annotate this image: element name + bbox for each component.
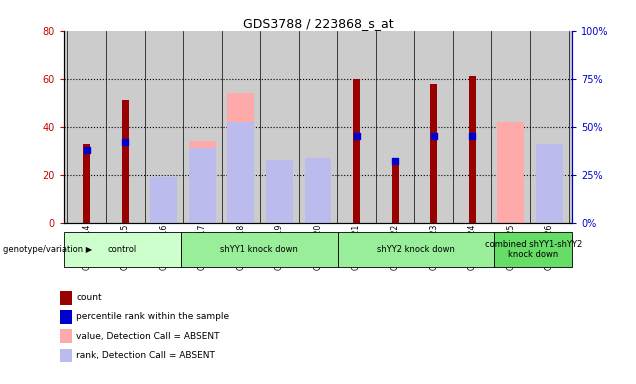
Bar	[189, 141, 216, 223]
Text: percentile rank within the sample: percentile rank within the sample	[76, 312, 230, 321]
Point	[390, 158, 400, 164]
Bar	[228, 93, 254, 223]
Text: count: count	[76, 293, 102, 302]
Bar	[228, 122, 254, 223]
Text: rank, Detection Call = ABSENT: rank, Detection Call = ABSENT	[76, 351, 215, 360]
Text: shYY2 knock down: shYY2 knock down	[377, 245, 455, 254]
Bar	[430, 84, 437, 223]
Text: control: control	[107, 245, 137, 254]
Bar	[392, 158, 399, 223]
Bar	[469, 76, 476, 223]
Bar	[83, 144, 90, 223]
Point	[467, 133, 477, 139]
Bar	[353, 79, 360, 223]
Bar	[150, 201, 177, 223]
Text: value, Detection Call = ABSENT: value, Detection Call = ABSENT	[76, 331, 220, 341]
Bar	[266, 163, 293, 223]
Point	[81, 147, 92, 153]
Point	[352, 133, 362, 139]
Bar	[305, 158, 331, 223]
Text: genotype/variation ▶: genotype/variation ▶	[3, 245, 92, 254]
Bar	[122, 100, 128, 223]
Point	[429, 133, 439, 139]
Bar	[189, 148, 216, 223]
Bar	[497, 122, 524, 223]
Text: combined shYY1-shYY2
knock down: combined shYY1-shYY2 knock down	[485, 240, 582, 259]
Text: shYY1 knock down: shYY1 knock down	[220, 245, 298, 254]
Bar	[536, 144, 563, 223]
Bar	[305, 170, 331, 223]
Point	[120, 139, 130, 145]
Bar	[150, 177, 177, 223]
Title: GDS3788 / 223868_s_at: GDS3788 / 223868_s_at	[243, 17, 393, 30]
Bar	[266, 161, 293, 223]
Bar	[536, 144, 563, 223]
